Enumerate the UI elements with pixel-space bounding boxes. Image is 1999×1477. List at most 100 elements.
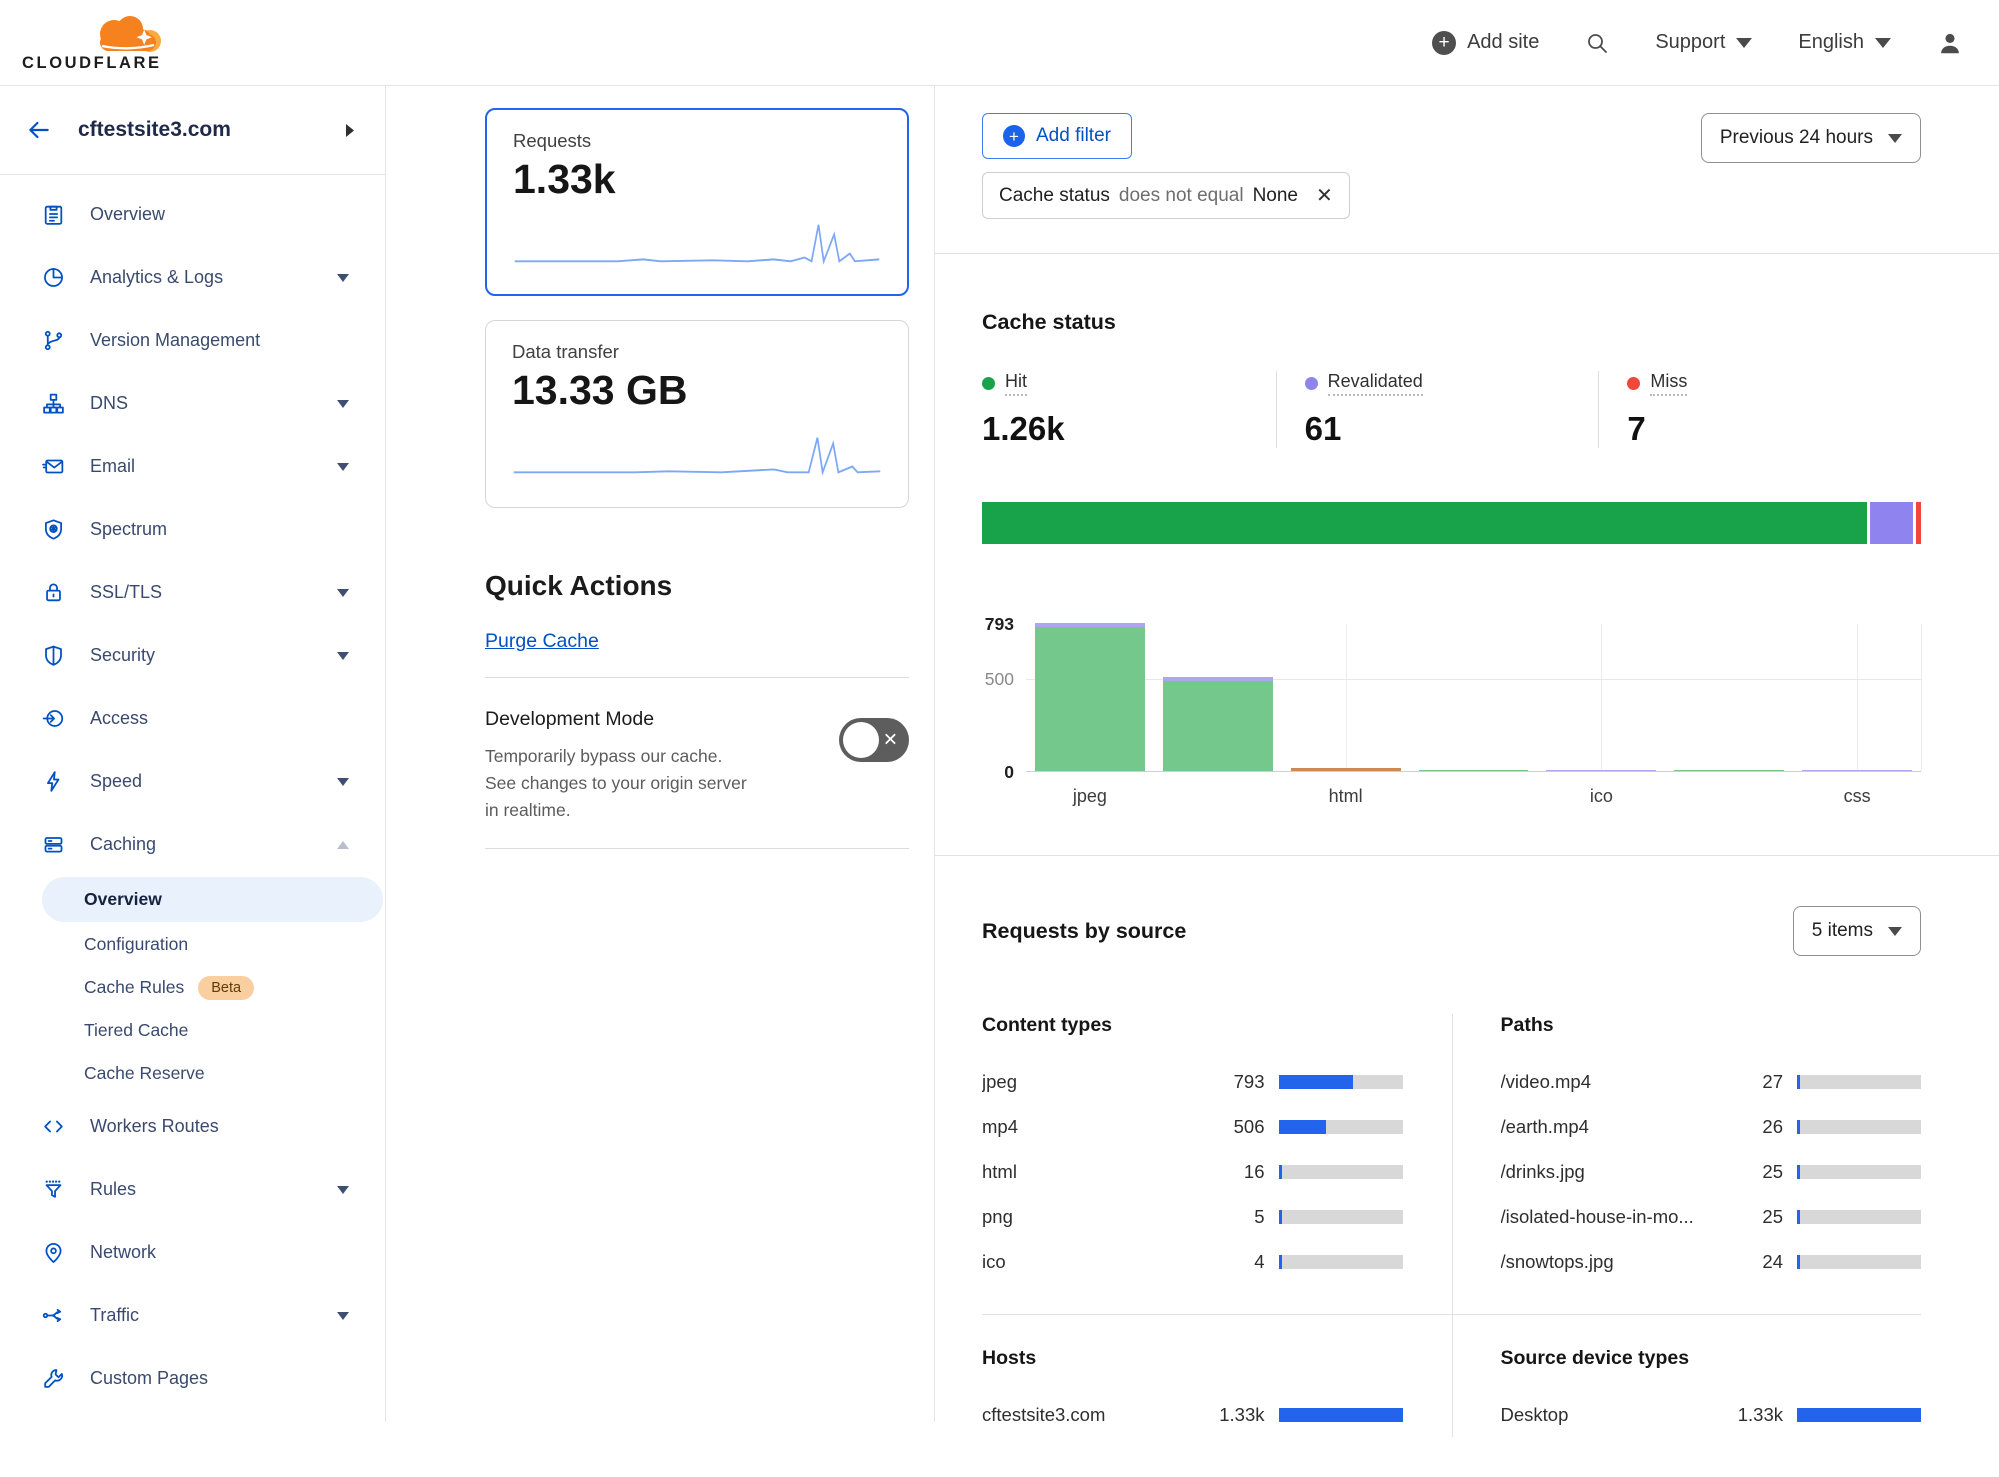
sidebar-item-analytics-logs[interactable]: Analytics & Logs (0, 246, 385, 309)
revalidated-segment (1034, 623, 1145, 628)
purge-cache-link[interactable]: Purge Cache (485, 630, 599, 652)
row-label: /snowtops.jpg (1500, 1250, 1614, 1272)
chevron-down-icon (1736, 37, 1753, 48)
sidebar-item-access[interactable]: Access (0, 687, 385, 750)
back-arrow-icon[interactable] (26, 117, 52, 143)
requests-metric-card[interactable]: Requests 1.33k (485, 108, 909, 296)
chart-bar-css (1793, 624, 1921, 771)
sidebar-item-ssl-tls[interactable]: SSL/TLS (0, 561, 385, 624)
hierarchy-icon (40, 391, 66, 417)
divider (485, 848, 909, 850)
divider (935, 253, 1999, 254)
row-value: 16 (1243, 1160, 1265, 1182)
time-range-dropdown[interactable]: Previous 24 hours (1700, 113, 1921, 163)
sidebar-item-label: Network (90, 1242, 157, 1262)
sidebar-item-workers-routes[interactable]: Workers Routes (0, 1095, 385, 1158)
revalidated-legend-dot (1304, 377, 1318, 390)
filter-chip[interactable]: Cache status does not equal None ✕ (982, 172, 1350, 219)
row-value: 5 (1254, 1205, 1265, 1227)
support-menu[interactable]: Support (1655, 31, 1753, 54)
table-row[interactable]: /video.mp4 27 (1501, 1059, 1921, 1104)
table-row[interactable]: /drinks.jpg 25 (1501, 1149, 1921, 1194)
chevron-down-icon (1888, 133, 1902, 143)
row-label: png (982, 1205, 1013, 1227)
filter-field: Cache status (999, 184, 1110, 206)
miss-legend-dot (1627, 377, 1641, 390)
sidebar-item-traffic[interactable]: Traffic (0, 1284, 385, 1347)
revalidated-segment (1162, 676, 1273, 682)
table-row[interactable]: /earth.mp4 26 (1501, 1104, 1921, 1149)
chevron-right-icon[interactable] (346, 123, 355, 137)
site-title: cftestsite3.com (78, 118, 231, 141)
add-site-button[interactable]: + Add site (1432, 30, 1539, 55)
miss-legend-label[interactable]: Miss (1650, 371, 1688, 396)
sidebar-item-label: Workers Routes (90, 1116, 219, 1136)
shield-icon (40, 643, 66, 669)
row-label: /isolated-house-in-mo... (1500, 1205, 1694, 1227)
table-row[interactable]: /snowtops.jpg 24 (1500, 1239, 1921, 1284)
sidebar-item-custom-pages[interactable]: Custom Pages (0, 1347, 385, 1410)
miss-value: 7 (1627, 410, 1646, 447)
sidebar-item-spectrum[interactable]: Spectrum (0, 498, 385, 561)
sidebar-subitem-tiered-cache[interactable]: Tiered Cache (0, 1009, 385, 1052)
chart-y-tick: 500 (984, 668, 1014, 689)
search-icon[interactable] (1585, 31, 1609, 55)
table-row[interactable]: Desktop 1.33k (1501, 1392, 1921, 1437)
user-avatar[interactable] (1937, 30, 1963, 56)
sidebar-subitem-overview[interactable]: Overview (42, 877, 383, 922)
metrics-panel: Requests 1.33k Data transfer 13.33 GB Qu… (386, 86, 935, 1422)
sidebar-item-rules[interactable]: Rules (0, 1158, 385, 1221)
sidebar-subitem-cache-rules[interactable]: Cache Rules Beta (0, 966, 385, 1009)
row-value: 25 (1762, 1205, 1783, 1227)
row-bar (1797, 1119, 1921, 1134)
sidebar-item-security[interactable]: Security (0, 624, 385, 687)
table-row[interactable]: png 5 (982, 1194, 1403, 1239)
development-mode-toggle[interactable]: ✕ (839, 718, 909, 762)
hit-legend-label[interactable]: Hit (1005, 371, 1027, 396)
plus-circle-icon: + (1003, 125, 1025, 147)
row-value: 25 (1762, 1160, 1783, 1182)
hit-bar-segment (982, 502, 1868, 544)
sidebar-item-caching[interactable]: Caching (0, 813, 385, 876)
chevron-down-icon (1875, 37, 1891, 48)
sidebar-item-label: Version Management (90, 330, 261, 350)
table-row[interactable]: /isolated-house-in-mo... 25 (1500, 1194, 1921, 1239)
sidebar-item-label: Spectrum (90, 519, 168, 539)
table-row[interactable]: html 16 (982, 1149, 1403, 1194)
sidebar-item-dns[interactable]: DNS (0, 372, 385, 435)
data-transfer-metric-card[interactable]: Data transfer 13.33 GB (485, 320, 909, 508)
language-menu[interactable]: English (1798, 31, 1891, 54)
sidebar-item-label: Email (90, 456, 136, 476)
sidebar-item-network[interactable]: Network (0, 1221, 385, 1284)
revalidated-segment (1802, 769, 1913, 771)
traffic-split-icon (40, 1303, 66, 1329)
filter-value: None (1252, 184, 1298, 206)
sidebar-subitem-label: Configuration (84, 934, 189, 954)
sidebar-item-speed[interactable]: Speed (0, 750, 385, 813)
chart-x-tick: ico (1589, 786, 1613, 806)
remove-filter-icon[interactable]: ✕ (1316, 185, 1333, 207)
sidebar-item-version-management[interactable]: Version Management (0, 309, 385, 372)
hit-segment (1674, 769, 1785, 771)
table-row[interactable]: jpeg 793 (982, 1059, 1403, 1104)
row-bar (1278, 1209, 1403, 1224)
device-types-title: Source device types (1500, 1347, 1690, 1369)
paths-list: /video.mp4 27/earth.mp4 26/drinks.jpg 25/is… (1500, 1059, 1921, 1284)
language-label: English (1798, 31, 1864, 53)
chart-bar-unlabeled-5 (1665, 624, 1793, 771)
revalidated-legend-label[interactable]: Revalidated (1327, 371, 1423, 396)
sidebar-subitem-cache-reserve[interactable]: Cache Reserve (0, 1052, 385, 1095)
sidebar-subitem-configuration[interactable]: Configuration (0, 923, 385, 966)
table-row[interactable]: cftestsite3.com 1.33k (982, 1392, 1403, 1437)
table-row[interactable]: mp4 506 (982, 1104, 1403, 1149)
chart-gridline (1601, 624, 1603, 771)
sidebar-item-email[interactable]: Email (0, 435, 385, 498)
hit-value: 1.26k (982, 410, 1065, 447)
sidebar-item-label: Traffic (90, 1305, 140, 1325)
chart-gridline (1921, 624, 1922, 771)
add-filter-button[interactable]: + Add filter (982, 113, 1132, 159)
sidebar-nav: Overview Analytics & Logs Version Manageme… (0, 175, 385, 1410)
sidebar-item-overview[interactable]: Overview (0, 183, 385, 246)
table-row[interactable]: ico 4 (982, 1239, 1403, 1284)
items-count-dropdown[interactable]: 5 items (1792, 906, 1921, 956)
